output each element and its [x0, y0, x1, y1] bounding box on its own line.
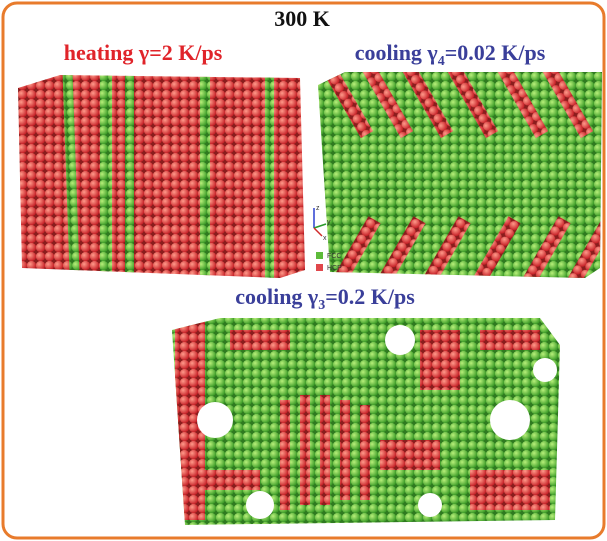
figure: z y x FCC HCP 300 K heating γ=2 K/ps coo… [0, 0, 607, 541]
label-part: =0.02 K/ps [445, 40, 546, 65]
heating-structure [10, 70, 310, 285]
label-subscript: 3 [318, 298, 325, 313]
title: 300 K [274, 6, 330, 31]
label-part: cooling γ [355, 40, 438, 65]
legend-label: FCC [327, 253, 341, 260]
axis-y: y [327, 219, 331, 226]
axis-x: x [323, 235, 327, 242]
panel-label: cooling γ3=0.2 K/ps [235, 284, 415, 313]
cooling4-structure [310, 62, 607, 293]
legend-swatch [316, 252, 323, 259]
label-subscript: 4 [438, 54, 445, 69]
label-part: cooling γ [235, 284, 318, 309]
legend-swatch [316, 264, 323, 271]
panel-label: cooling γ4=0.02 K/ps [355, 40, 546, 69]
cooling3-structure [165, 315, 565, 530]
legend-label: HCP [327, 265, 342, 272]
axis-z: z [316, 205, 320, 212]
panel-label: heating γ=2 K/ps [64, 40, 223, 65]
label-part: =0.2 K/ps [325, 284, 415, 309]
